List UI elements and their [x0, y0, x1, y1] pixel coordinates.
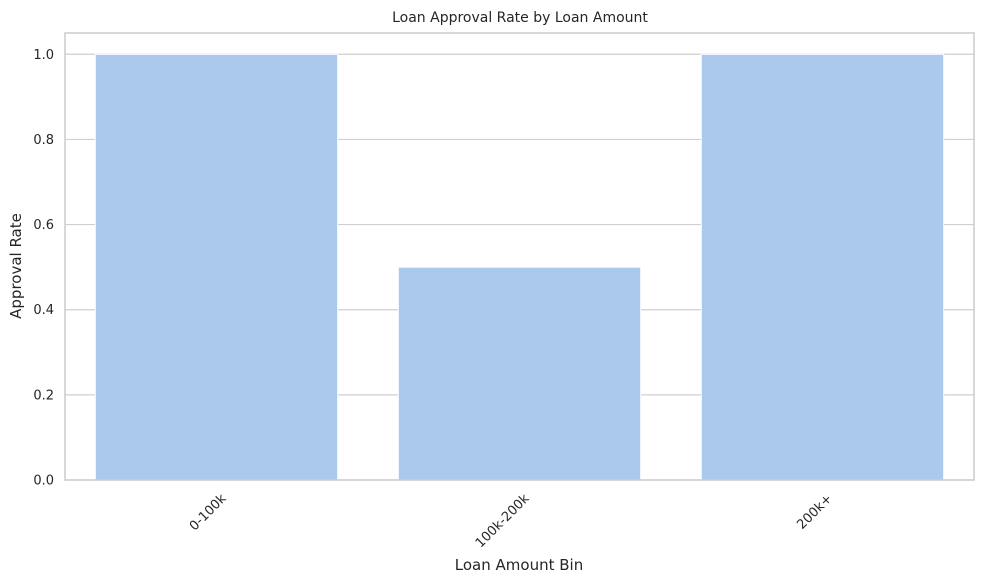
bar-0-100k: [94, 53, 339, 481]
y-tick-label: 0.0: [33, 474, 54, 489]
y-axis-label: Approval Rate: [7, 213, 25, 319]
chart-title: Loan Approval Rate by Loan Amount: [392, 10, 648, 26]
y-tick-label: 0.8: [33, 133, 54, 148]
y-tick-label: 0.6: [33, 218, 54, 233]
y-tick-labels: 0.0 0.2 0.4 0.6 0.8 1.0: [33, 48, 54, 489]
y-tick-label: 0.4: [33, 303, 54, 318]
y-tick-label: 1.0: [33, 48, 54, 63]
x-axis-label: Loan Amount Bin: [455, 556, 583, 574]
bars: [94, 53, 945, 481]
bar-100k-200k: [397, 266, 642, 481]
y-tick-label: 0.2: [33, 388, 54, 403]
bar-200k+: [700, 53, 945, 481]
plot-frame: [64, 32, 975, 481]
